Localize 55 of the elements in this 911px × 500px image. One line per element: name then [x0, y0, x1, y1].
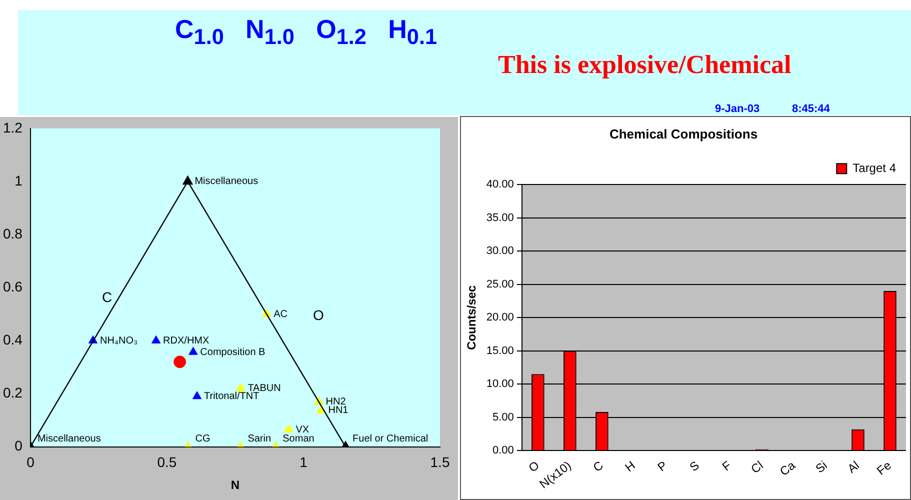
x-tick-label: Cl: [748, 458, 766, 476]
y-tick-label: 15.00: [486, 344, 514, 357]
annotation: Miscellaneous: [37, 434, 101, 445]
x-tick-label: Ca: [777, 458, 798, 479]
x-tick-label: S: [686, 458, 702, 474]
y-tick-label: 30.00: [486, 245, 514, 258]
x-tick-label: Al: [844, 458, 862, 476]
annotation: Composition B: [200, 346, 266, 358]
y-tick-label: 5.00: [492, 411, 514, 424]
annotation: CG: [195, 434, 210, 445]
annotation: Soman: [282, 434, 314, 445]
y-tick-label: 1: [14, 172, 23, 188]
y-tick-label: 25.00: [486, 278, 514, 290]
y-tick-label: 35.00: [486, 212, 514, 224]
y-tick-label: 0.8: [2, 225, 23, 242]
annotation: NH₄NO₃: [100, 335, 138, 346]
annotation: HN1: [328, 405, 349, 416]
y-axis-title: Counts/sec: [464, 284, 479, 350]
x-tick-label: 0: [26, 454, 35, 470]
y-tick-label: 10.00: [486, 378, 514, 390]
y-tick-label: 0.4: [2, 332, 23, 348]
text: This is explosive/Chemical: [498, 50, 792, 80]
annotation: C: [102, 289, 112, 305]
annotation: RDX/HMX: [163, 335, 210, 346]
y-tick-label: 0.00: [492, 444, 514, 457]
annotation: Tritonal/TNT: [204, 391, 260, 402]
y-tick-label: 20.00: [486, 312, 514, 324]
annotation: O: [313, 307, 324, 323]
annotation: Sarin: [248, 434, 272, 445]
x-tick-label: 1.5: [430, 454, 450, 470]
y-tick-label: 0.2: [2, 384, 23, 401]
annotation: AC: [274, 308, 288, 320]
x-tick-label: H: [622, 458, 638, 475]
text: 8:45:44: [792, 103, 830, 115]
annotation: Fuel or Chemical: [352, 434, 428, 445]
x-tick-label: Fe: [874, 458, 894, 478]
y-tick-label: 0: [14, 438, 23, 454]
x-tick-label: P: [654, 458, 670, 474]
x-tick-label: O: [526, 458, 542, 475]
y-tick-label: 0.6: [2, 278, 23, 294]
annotation: HN2: [326, 396, 346, 408]
x-tick-label: 0.5: [157, 454, 177, 470]
x-axis-title: N: [230, 478, 240, 492]
x-tick-label: F: [719, 458, 734, 474]
text: 9-Jan-03: [715, 103, 760, 115]
chart-title: Chemical Compositions: [609, 126, 758, 142]
text: C$_{1.0}$ N$_{1.0}$ O$_{1.2}$ H$_{0.1}$: [175, 14, 438, 50]
y-tick-label: 1.2: [2, 119, 23, 136]
annotation: VX: [296, 424, 310, 436]
annotation: Miscellaneous: [194, 176, 258, 188]
y-tick-label: 40.00: [486, 178, 514, 191]
x-tick-label: C: [590, 458, 606, 475]
legend-label: Target 4: [852, 160, 896, 175]
x-tick-label: 1: [300, 454, 308, 470]
x-tick-label: Si: [812, 458, 830, 476]
